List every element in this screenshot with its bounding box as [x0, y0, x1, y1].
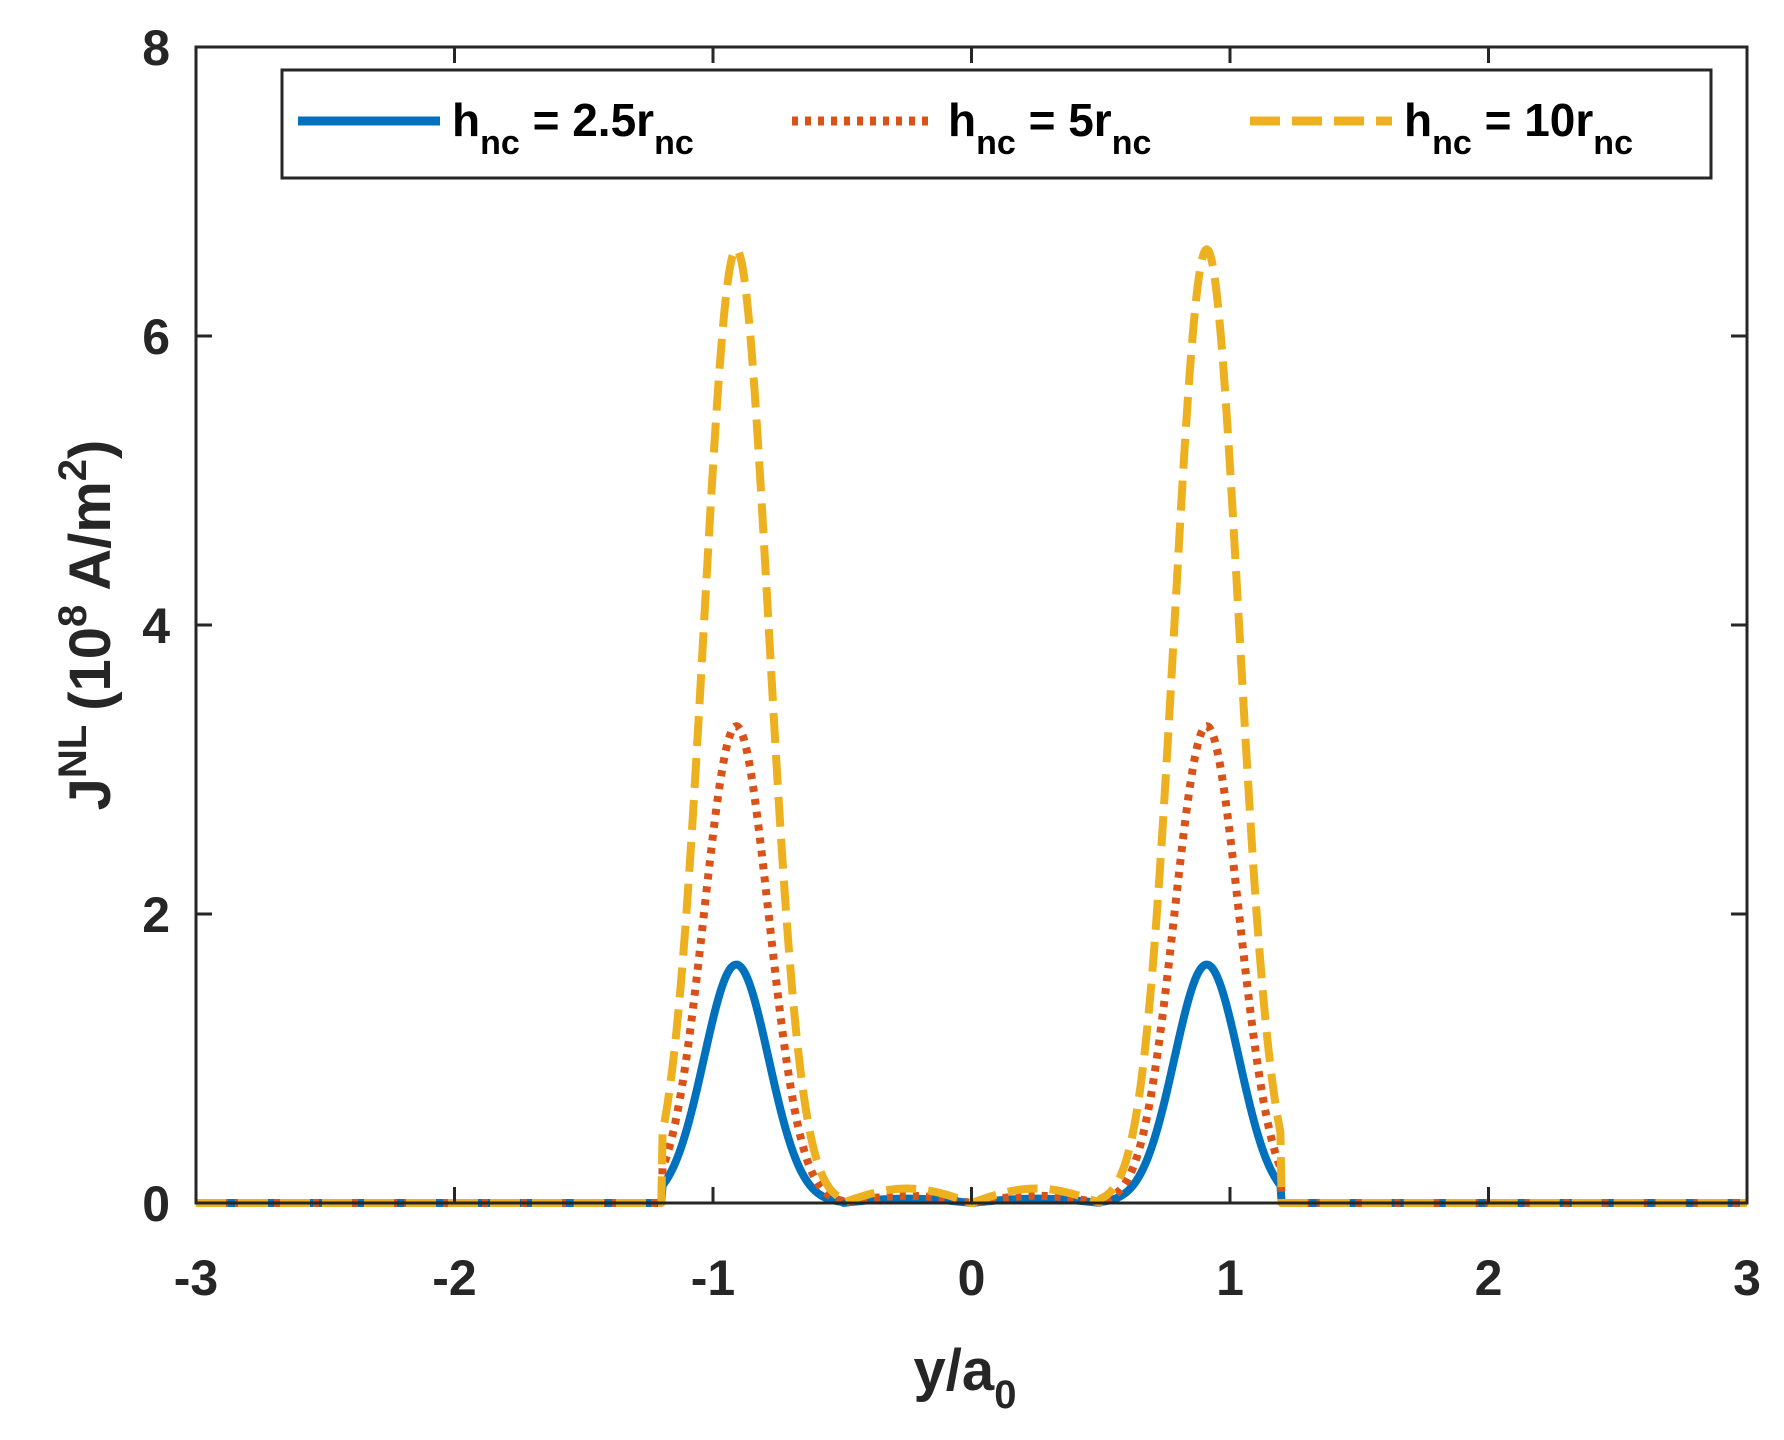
plot-frame — [194, 45, 1749, 1205]
y-tick-label: 6 — [142, 309, 170, 365]
x-tick-label: -2 — [432, 1250, 476, 1306]
x-tick-label: 0 — [958, 1250, 986, 1306]
legend-entry: hnc = 2.5rnc — [452, 94, 694, 162]
y-axis-label: JNL(108 A/m2) — [51, 440, 123, 811]
legend-entry: hnc = 10rnc — [1404, 94, 1633, 162]
x-axis-label: y/a0 — [914, 1338, 1017, 1417]
x-tick-label: 2 — [1475, 1250, 1503, 1306]
x-tick-labels: -3 -2 -1 0 1 2 3 — [174, 1250, 1761, 1306]
y-tick-label: 2 — [142, 887, 170, 943]
legend-entry: hnc = 5rnc — [948, 94, 1151, 162]
x-tick-label: 3 — [1733, 1250, 1761, 1306]
y-tick-label: 4 — [142, 598, 170, 654]
y-tick-labels: 0 2 4 6 8 — [142, 20, 170, 1232]
legend: hnc = 2.5rnc hnc = 5rnc hnc = 10rnc — [280, 68, 1713, 180]
x-tick-label: -3 — [174, 1250, 218, 1306]
x-tick-label: -1 — [691, 1250, 735, 1306]
plot-background — [196, 47, 1747, 1203]
y-tick-label: 8 — [142, 20, 170, 76]
y-tick-label: 0 — [142, 1176, 170, 1232]
x-tick-label: 1 — [1216, 1250, 1244, 1306]
legend-box — [280, 68, 1713, 180]
